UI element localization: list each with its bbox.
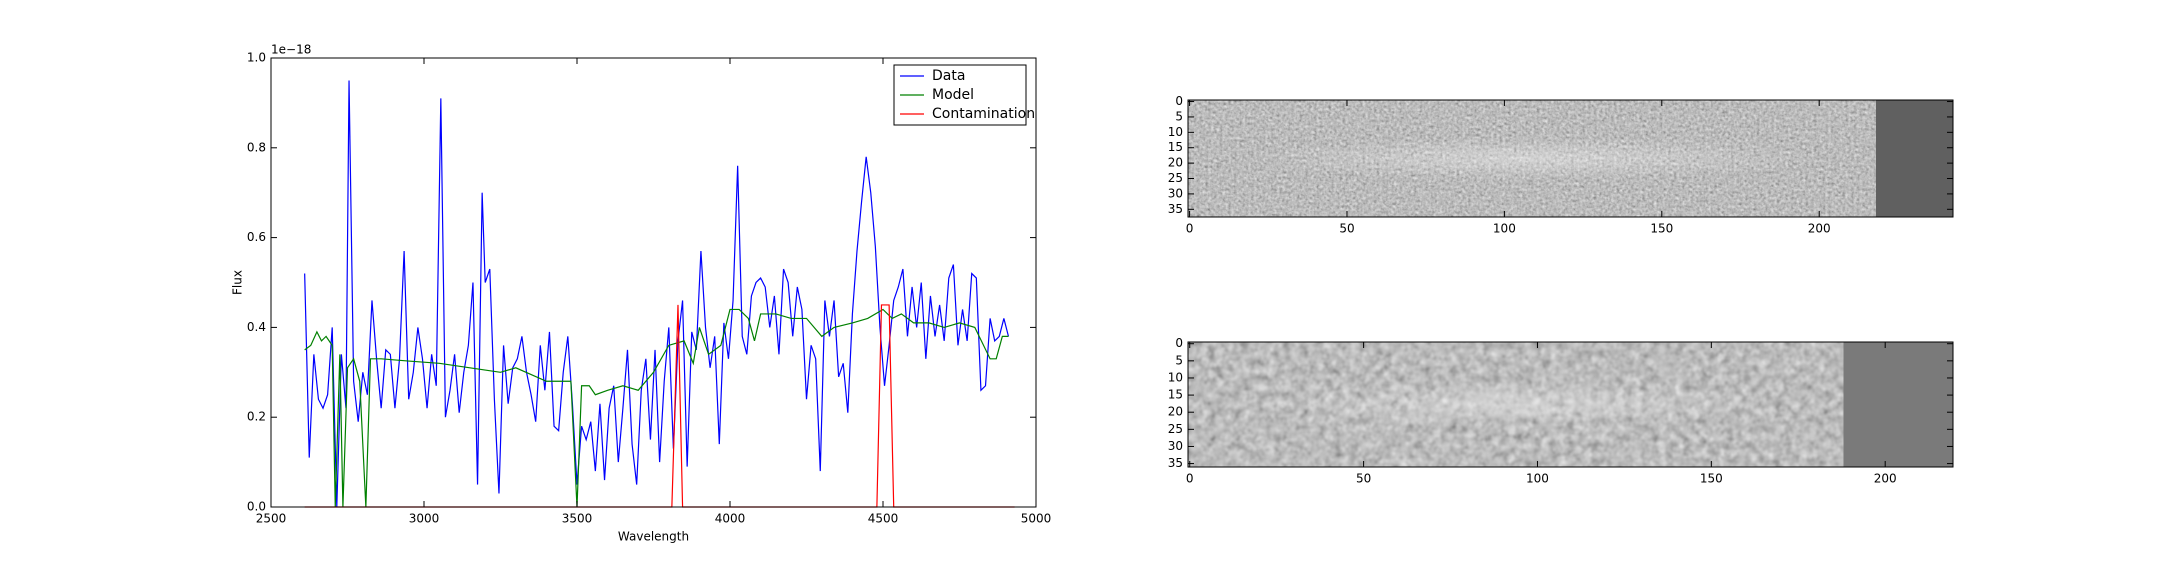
y-tick-label: 15: [1168, 388, 1183, 402]
y-tick-label: 25: [1168, 422, 1183, 436]
axes-frame: [270, 57, 1037, 508]
y-tick-label: 0: [1175, 94, 1183, 108]
x-tick-label: 200: [1874, 472, 1897, 486]
y-tick-label: 30: [1168, 186, 1183, 200]
y-tick-label: 35: [1168, 456, 1183, 470]
x-tick-label: 50: [1356, 472, 1371, 486]
x-tick-label: 200: [1808, 222, 1831, 236]
x-tick-label: 100: [1526, 472, 1549, 486]
x-tick-label: 3000: [409, 512, 440, 526]
y-tick-label: 25: [1168, 171, 1183, 185]
x-tick-label: 4500: [868, 512, 899, 526]
x-tick-label: 150: [1650, 222, 1673, 236]
y-tick-label: 10: [1168, 370, 1183, 384]
x-tick-label: 100: [1493, 222, 1516, 236]
legend-label: Contamination: [932, 106, 1035, 122]
y-tick-label: 10: [1168, 125, 1183, 139]
y-tick-label: 0: [1175, 336, 1183, 350]
x-axis-label: Wavelength: [618, 530, 689, 544]
y-tick-label: 30: [1168, 439, 1183, 453]
y-tick-label: 1.0: [247, 51, 266, 65]
y-tick-label: 20: [1168, 405, 1183, 419]
x-tick-label: 4000: [715, 512, 746, 526]
axes-frame: [1187, 341, 1954, 468]
x-tick-label: 3500: [562, 512, 593, 526]
legend-label: Model: [932, 87, 974, 103]
y-tick-label: 5: [1175, 109, 1183, 123]
x-tick-label: 2500: [256, 512, 287, 526]
offset-text: 1e−18: [271, 43, 311, 57]
x-tick-label: 0: [1186, 472, 1194, 486]
y-tick-label: 0.8: [247, 140, 266, 154]
legend-label: Data: [932, 68, 965, 84]
y-tick-label: 0.6: [247, 230, 266, 244]
x-tick-label: 5000: [1021, 512, 1052, 526]
x-tick-label: 150: [1700, 472, 1723, 486]
series-line: [304, 80, 1010, 508]
y-tick-label: 0.0: [247, 500, 266, 514]
axes-frame: [1187, 99, 1954, 218]
image-trace: [1240, 382, 1792, 427]
legend: Data Model Contamination: [893, 64, 1035, 126]
x-tick-label: 50: [1339, 222, 1354, 236]
y-axis-label: Flux: [231, 270, 245, 295]
y-tick-label: 0.4: [247, 320, 266, 334]
series-line: [304, 308, 1009, 508]
y-tick-label: 35: [1168, 202, 1183, 216]
y-tick-label: 15: [1168, 140, 1183, 154]
y-tick-label: 0.2: [247, 410, 266, 424]
y-tick-label: 5: [1175, 353, 1183, 367]
x-tick-label: 0: [1186, 222, 1194, 236]
y-tick-label: 20: [1168, 156, 1183, 170]
image-trace: [1243, 137, 1821, 180]
